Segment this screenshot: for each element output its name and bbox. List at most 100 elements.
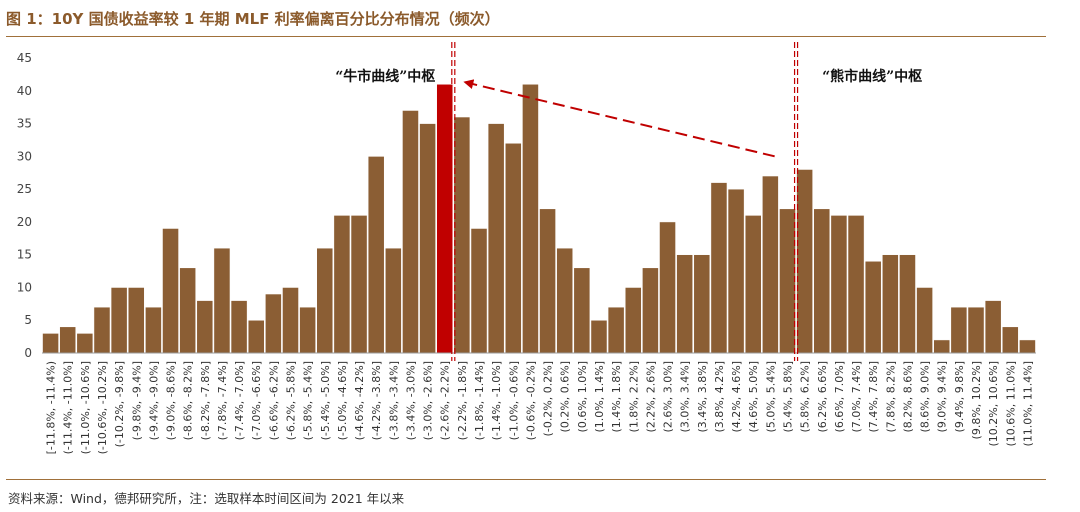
y-tick-label: 30 [17,149,32,163]
source-note: 资料来源：Wind，德邦研究所，注：选取样本时间区间为 2021 年以来 [8,491,405,506]
bar [933,339,951,354]
x-tick-label: [-11.8%, -11.4%) [45,361,58,454]
x-tick-label: (0.2%, 0.6%] [559,361,572,432]
x-tick-label: (8.2%, 8.6%] [901,361,914,432]
x-tick-label: (-9.0%, -8.6%] [165,361,178,440]
bar [779,208,796,354]
x-tick-label: (-11.0%, -10.6%] [79,361,92,454]
x-tick-label: (-8.6%, -8.2%] [182,361,195,440]
bar [230,300,248,354]
bar [796,169,814,354]
y-tick-label: 25 [17,182,32,196]
x-tick-label: (-1.8%, -1.4%] [473,361,486,440]
bar [744,215,762,354]
x-tick-label: (-11.4%, -11.0%] [62,361,75,454]
y-tick-label: 15 [17,248,32,262]
y-tick-label: 35 [17,117,32,131]
x-tick-label: (4.6%, 5.0%] [747,361,760,432]
x-tick-label: (-1.0%, -0.6%] [507,361,520,440]
y-tick-label: 5 [24,313,32,327]
x-tick-label: (11.0%, 11.4%] [1021,361,1034,446]
bars [42,83,1036,354]
bar [470,228,488,354]
x-tick-label: (-3.0%, -2.6%] [422,361,435,440]
bar [247,319,265,354]
bar [1001,326,1019,354]
bar [539,208,556,354]
bar [350,215,368,354]
bar [59,326,77,354]
x-tick-label: (-5.0%, -4.6%] [336,361,349,440]
x-tick-label: (8.6%, 9.0%] [919,361,932,432]
bar [487,123,505,354]
x-tick-label: (-10.6%, -10.2%] [96,361,109,454]
bar [316,247,334,354]
bar [93,306,111,354]
x-tick-label: (10.2%, 10.6%] [987,361,1000,446]
bar [264,293,282,354]
x-tick-label: (3.0%, 3.4%] [679,361,692,432]
x-tick-label: (1.8%, 2.2%] [627,361,640,432]
bar [367,156,385,354]
bar [213,247,231,354]
x-tick-label: (6.2%, 6.6%] [816,361,829,432]
bar [727,188,745,354]
bar [864,260,882,354]
x-tick-label: (-2.2%, -1.8%] [456,361,469,440]
x-tick-label: (7.4%, 7.8%] [867,361,880,432]
x-tick-label: (-1.4%, -1.0%] [490,361,503,440]
bar [642,267,659,354]
x-tick-label: (1.0%, 1.4%] [593,361,606,432]
x-tick-label: (-0.2%, 0.2%] [542,361,555,436]
annotations: “牛市曲线”中枢 “熊市曲线”中枢 [335,42,922,361]
x-tick-label: (1.4%, 1.8%] [610,361,623,432]
bar [607,306,625,354]
bar [522,83,539,354]
bar [710,182,728,354]
x-tick-label: (-5.8%, -5.4%] [302,361,315,440]
x-tick-label: (4.2%, 4.6%] [730,361,743,432]
bar [333,215,351,354]
x-tick-label: (-3.8%, -3.4%] [387,361,400,440]
bar-chart: 0 5 10 15 20 25 30 35 40 45 [-11.8%, -11.4%) (-11.… [17,42,1036,454]
x-tick-label: (-7.4%, -7.0%] [233,361,246,440]
bar [899,254,916,354]
x-tick-label: (6.6%, 7.0%] [833,361,846,432]
x-tick-label: (-7.8%, -7.4%] [216,361,229,440]
bar [830,215,848,354]
source-divider [6,479,1046,480]
y-tick-label: 10 [17,280,32,294]
bar-highlight [436,83,454,354]
bar [419,123,436,354]
y-tick-label: 20 [17,215,32,229]
bar [162,228,179,354]
y-tick-label: 45 [17,51,32,65]
bar [659,221,676,354]
bar [556,247,574,354]
bar [110,287,128,354]
bar [196,300,214,354]
x-tick-label: (3.8%, 4.2%] [713,361,726,432]
y-axis: 0 5 10 15 20 25 30 35 40 45 [17,51,32,360]
bar [590,319,608,354]
title-divider [6,36,1046,37]
bar [693,254,711,354]
x-tick-label: (-2.6%, -2.2%] [439,361,452,440]
bar [402,110,419,354]
bar [127,287,145,354]
bar [967,306,985,354]
bar [42,333,59,354]
x-tick-label: (7.8%, 8.2%] [884,361,897,432]
bar [950,306,968,354]
x-tick-label: (9.8%, 10.2%] [970,361,983,439]
bar [453,116,471,354]
x-tick-label: (-4.6%, -4.2%] [353,361,366,440]
x-tick-label: (9.0%, 9.4%] [936,361,949,432]
bar [676,254,694,354]
bar [384,247,402,354]
bar [624,287,642,354]
y-tick-label: 0 [24,346,32,360]
x-tick-label: (-4.2%, -3.8%] [370,361,383,440]
x-tick-label: (5.8%, 6.2%] [799,361,812,432]
x-axis: [-11.8%, -11.4%) (-11.4%, -11.0%] (-11.0%,… [42,352,1036,454]
